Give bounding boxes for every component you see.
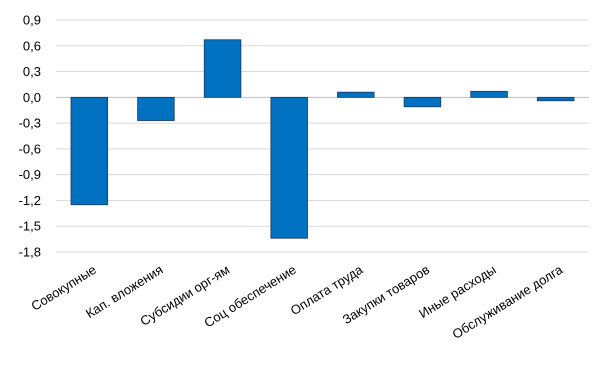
y-axis-tick-labels: 0,9 0,6 0,3 0,0 -0,3 -0,6 -0,9 -1,2 -1,5 -1,8 [19, 13, 41, 260]
y-tick-label: 0,9 [23, 13, 41, 28]
gridlines [56, 19, 589, 253]
bar [536, 96, 575, 102]
bar [70, 96, 109, 206]
y-tick-label: -1,5 [19, 219, 41, 234]
y-tick-label: 0,3 [23, 64, 41, 79]
y-tick-label: 0,6 [23, 38, 41, 53]
bar [337, 91, 375, 98]
bar [470, 90, 508, 98]
x-category-label: Обслуживание долга [449, 261, 565, 342]
bar [270, 96, 308, 239]
bar [203, 39, 242, 98]
y-tick-label: -1,8 [19, 245, 41, 260]
y-tick-label: -0,3 [19, 116, 41, 131]
bars [70, 39, 575, 239]
y-tick-label: -0,9 [19, 167, 41, 182]
y-tick-label: 0,0 [23, 90, 41, 105]
bar [403, 96, 442, 108]
bar [137, 96, 175, 121]
y-tick-label: -1,2 [19, 193, 41, 208]
y-tick-label: -0,6 [19, 141, 41, 156]
